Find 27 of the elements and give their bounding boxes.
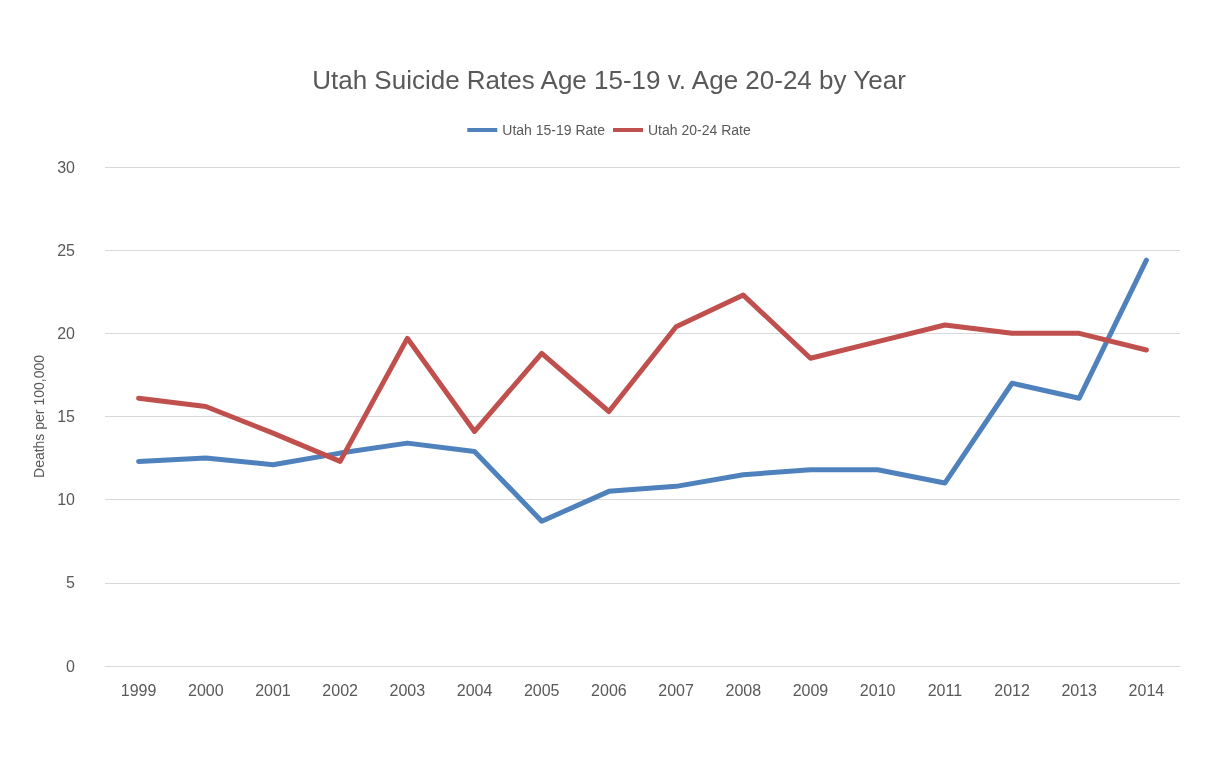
x-tick-label: 2003 (389, 681, 426, 699)
x-tick-label: 2005 (523, 681, 560, 699)
x-tick-label: 2013 (1061, 681, 1098, 699)
chart-title: Utah Suicide Rates Age 15-19 v. Age 20-24 by Year (312, 65, 907, 95)
x-tick-label: 2006 (591, 681, 627, 699)
x-tick-label: 2008 (725, 681, 762, 699)
x-tick-label: 2012 (994, 681, 1030, 699)
x-tick-label: 1999 (120, 681, 157, 699)
y-tick-label: 25 (57, 241, 76, 259)
y-axis-title: Deaths per 100,000 (31, 354, 48, 478)
x-tick-label: 2009 (792, 681, 829, 699)
y-tick-label: 15 (57, 408, 76, 425)
legend-label: Utah 15-19 Rate (502, 122, 606, 138)
x-tick-label: 2011 (927, 681, 963, 699)
y-tick-label: 0 (66, 657, 76, 675)
y-tick-label: 5 (66, 574, 76, 592)
y-tick-label: 30 (57, 158, 76, 176)
x-tick-label: 2000 (187, 681, 224, 699)
x-tick-label: 2007 (658, 681, 694, 699)
x-tick-label: 2014 (1128, 681, 1165, 699)
x-tick-label: 2001 (255, 681, 291, 699)
legend-label: Utah 20-24 Rate (648, 122, 751, 138)
y-tick-label: 20 (57, 324, 76, 342)
x-tick-label: 2010 (859, 681, 896, 699)
x-tick-label: 2002 (322, 681, 359, 699)
y-tick-label: 10 (57, 491, 76, 509)
x-tick-label: 2004 (456, 681, 493, 699)
